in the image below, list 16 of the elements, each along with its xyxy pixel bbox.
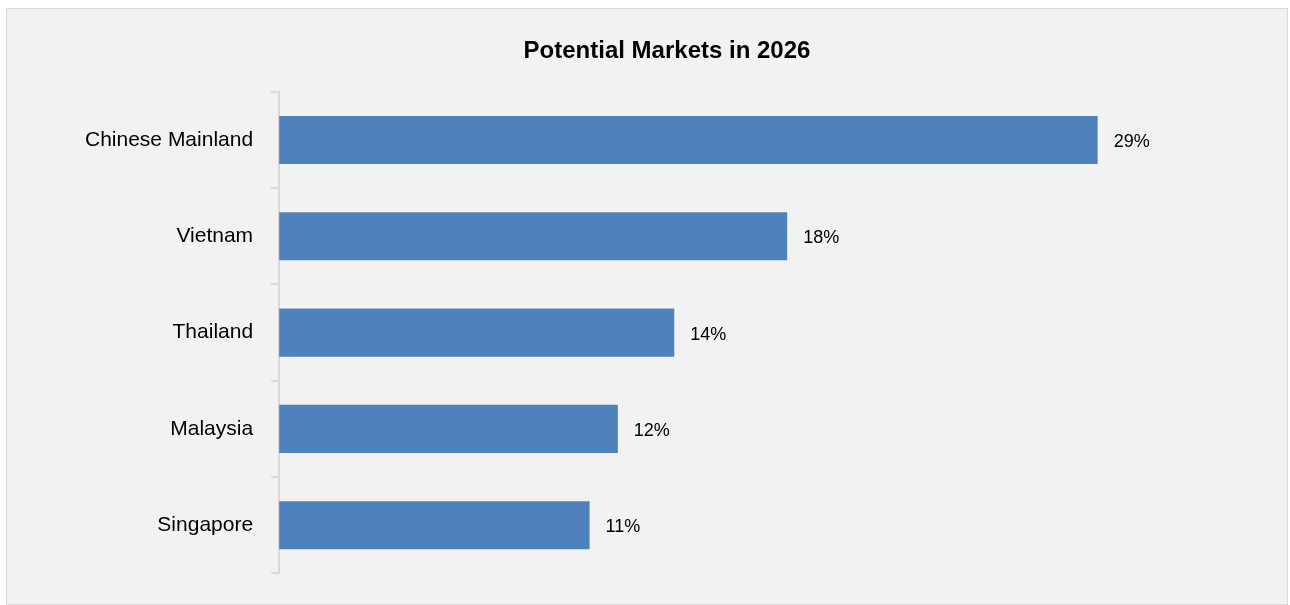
y-tick-label: Malaysia: [170, 415, 254, 439]
bar: [279, 308, 675, 357]
y-tick-label: Thailand: [172, 319, 254, 343]
chart-title: Potential Markets in 2026: [523, 36, 811, 64]
data-label: 11%: [605, 516, 641, 537]
y-tick-label: Singapore: [157, 512, 254, 536]
data-label: 12%: [633, 419, 670, 440]
y-tick-label: Vietnam: [176, 223, 254, 247]
bar: [279, 501, 590, 550]
data-label: 14%: [690, 323, 727, 344]
bar: [279, 212, 788, 261]
bar: [279, 115, 1098, 165]
data-label: 29%: [1113, 130, 1150, 151]
data-label: 18%: [803, 227, 840, 248]
bar: [279, 404, 618, 453]
y-tick-label: Chinese Mainland: [84, 126, 254, 150]
